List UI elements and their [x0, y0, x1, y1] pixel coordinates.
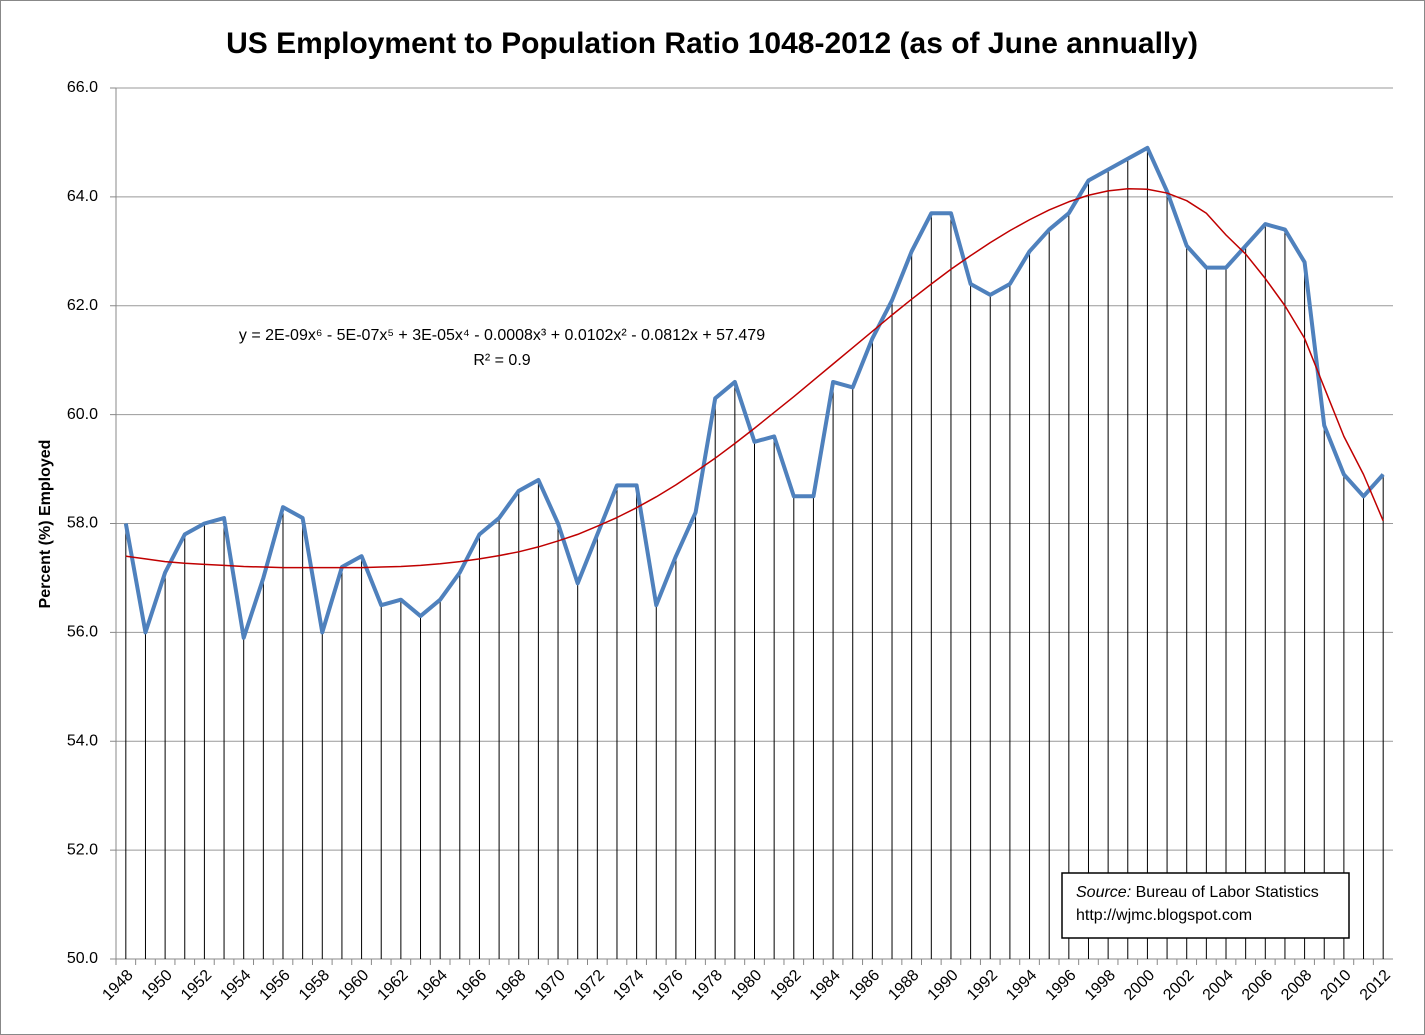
y-axis-label: Percent (%) Employed [37, 440, 54, 609]
y-tick-label: 62.0 [67, 297, 98, 314]
y-tick-label: 66.0 [67, 79, 98, 96]
y-tick-label: 56.0 [67, 624, 98, 641]
source-name: Bureau of Labor Statistics [1136, 884, 1319, 901]
source-text: Source: Bureau of Labor Statistics [1076, 884, 1319, 901]
source-url: http://wjmc.blogspot.com [1076, 907, 1252, 924]
y-tick-label: 52.0 [67, 841, 98, 858]
trend-equation: y = 2E-09x⁶ - 5E-07x⁵ + 3E-05x⁴ - 0.0008… [239, 327, 765, 344]
r-squared: R² = 0.9 [473, 352, 530, 369]
source-box [1061, 872, 1350, 939]
trend-line [125, 187, 1384, 569]
y-tick-label: 54.0 [67, 732, 98, 749]
y-tick-label: 50.0 [67, 950, 98, 967]
data-line [123, 145, 1385, 640]
y-tick-label: 60.0 [67, 406, 98, 423]
y-tick-label: 58.0 [67, 515, 98, 532]
y-tick-label: 64.0 [67, 188, 98, 205]
source-label: Source: [1076, 884, 1131, 901]
chart-title: US Employment to Population Ratio 1048-2… [226, 27, 1198, 60]
